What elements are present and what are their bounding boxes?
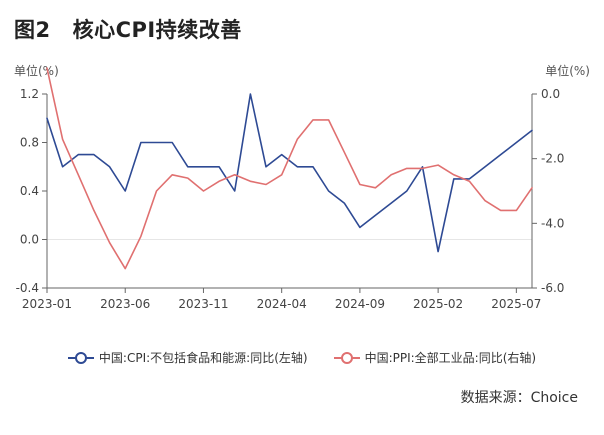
legend-label-ppi: 中国:PPI:全部工业品:同比(右轴) bbox=[364, 351, 537, 365]
data-source: 数据来源：Choice bbox=[460, 390, 578, 406]
legend-swatch-ppi bbox=[333, 351, 360, 364]
legend-item-ppi[interactable]: 中国:PPI:全部工业品:同比(右轴) bbox=[333, 349, 537, 366]
right-axis-tick-label: -6.0 bbox=[541, 281, 564, 295]
right-axis-tick-label: -2.0 bbox=[541, 152, 564, 166]
right-axis-tick-label: -4.0 bbox=[541, 216, 564, 230]
legend-item-cpi[interactable]: 中国:CPI:不包括食品和能源:同比(左轴) bbox=[67, 349, 308, 366]
x-axis-tick-label: 2023-11 bbox=[178, 297, 228, 311]
x-axis-tick-label: 2023-06 bbox=[100, 297, 150, 311]
left-axis-tick-label: 0.8 bbox=[20, 136, 39, 150]
figure-title-text: 核心CPI持续改善 bbox=[72, 18, 242, 42]
figure-number: 图2 bbox=[14, 18, 51, 42]
x-axis-tick-label: 2024-04 bbox=[257, 297, 307, 311]
chart-axes: -0.4 0.0 0.4 0.8 1.2 -6.0 -4.0 -2.0 0.0 2023-01 20… bbox=[16, 87, 565, 311]
figure-title: 图2 核心CPI持续改善 bbox=[14, 14, 242, 44]
left-axis-tick-label: 0.4 bbox=[20, 184, 39, 198]
left-axis-tick-label: 0.0 bbox=[20, 233, 39, 247]
ppi-series-line bbox=[46, 67, 533, 270]
x-axis-tick-label: 2025-02 bbox=[413, 297, 463, 311]
cpi-series-line bbox=[46, 93, 533, 253]
right-axis-unit: 单位(%) bbox=[545, 64, 590, 78]
chart-series bbox=[46, 67, 533, 270]
right-axis-tick-label: 0.0 bbox=[541, 87, 560, 101]
left-axis-tick-label: 1.2 bbox=[20, 87, 39, 101]
x-axis-tick-label: 2023-01 bbox=[22, 297, 72, 311]
legend-label-cpi: 中国:CPI:不包括食品和能源:同比(左轴) bbox=[98, 351, 308, 365]
chart-legend: 中国:CPI:不包括食品和能源:同比(左轴) 中国:PPI:全部工业品:同比(右… bbox=[0, 349, 604, 366]
left-axis-tick-label: -0.4 bbox=[16, 281, 39, 295]
x-axis-tick-label: 2024-09 bbox=[335, 297, 385, 311]
x-axis-tick-label: 2025-07 bbox=[491, 297, 541, 311]
legend-swatch-cpi bbox=[67, 351, 94, 364]
